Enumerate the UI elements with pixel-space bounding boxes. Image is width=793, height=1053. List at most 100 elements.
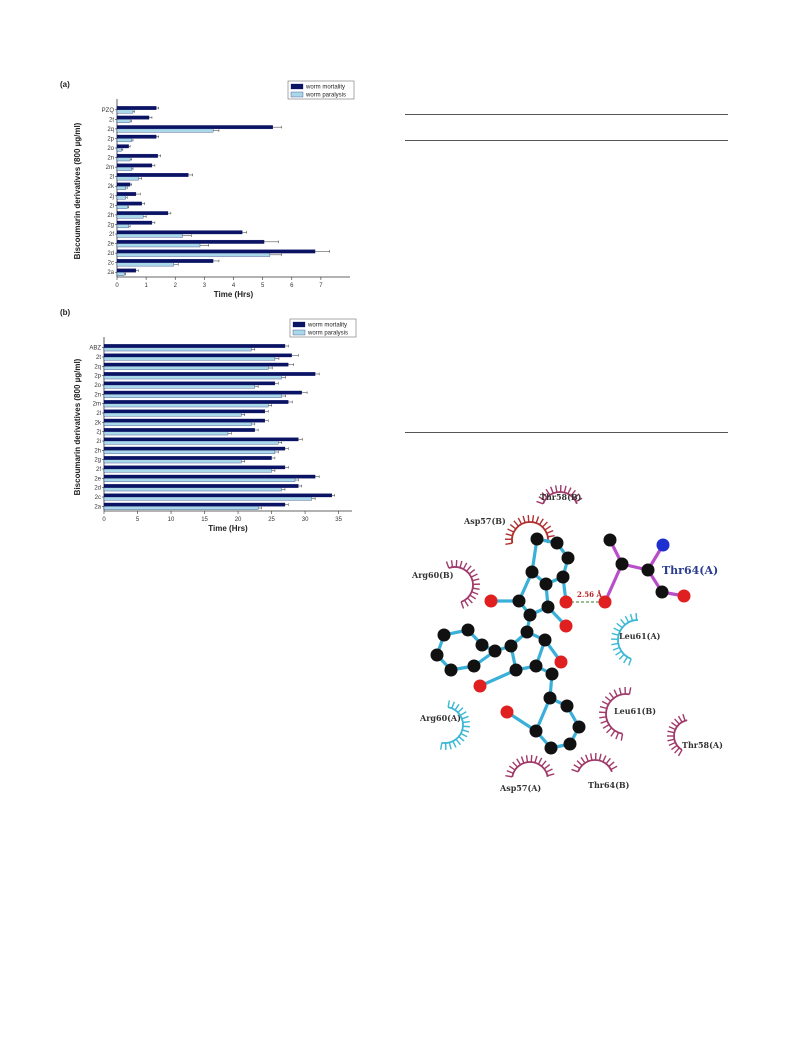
arc-spoke [618, 687, 622, 695]
y-tick-label: 2f [109, 232, 114, 238]
residue-label-thr64a: Thr64(A) [662, 564, 718, 577]
x-tick-label: 5 [136, 517, 140, 523]
docking-svg: Thr58(B) Asp57(B) Arg60(B) Thr64(A) Leu61(A)… [411, 484, 723, 793]
chart-a-svg: (a) PZQ 2t 2q 2p 2o 2n 2m 2l 2k 2j 2i 2h 2g 2f 2e 2d 2c 2a… [60, 80, 355, 299]
chart-b-svg: (b) ABZ 2t 2q 2p 2o 2n 2m 2l 2k 2j 2i 2h 2g 2f 2e 2d 2c 2a… [60, 308, 357, 533]
arc-spoke [573, 764, 581, 770]
bar [103, 493, 333, 498]
arc-spoke [620, 618, 626, 626]
residue-label-thr58a: Thr58(A) [682, 740, 723, 750]
y-tick-label: 2p [107, 136, 114, 142]
arc-spoke [458, 736, 465, 742]
y-tick-label: 2t [96, 355, 101, 361]
bar [103, 496, 312, 501]
legend-box [287, 80, 355, 100]
arc-spoke [677, 749, 683, 757]
bar [116, 182, 131, 187]
chart-panel-b: (b) ABZ 2t 2q 2p 2o 2n 2m 2l 2k 2j 2i 2h 2g 2f 2e 2d 2c 2a… [60, 303, 360, 543]
bar [103, 487, 282, 492]
arc-spoke [674, 718, 680, 725]
arc-spoke [682, 713, 686, 721]
panel-label: (a) [60, 80, 70, 89]
carbon-atom [641, 563, 655, 577]
y-tick-label: 2g [94, 458, 101, 464]
carbon-atom [538, 633, 552, 647]
bar [116, 128, 214, 133]
y-tick-label: 2n [107, 156, 114, 162]
carbon-atom [556, 570, 570, 584]
arc-spoke [674, 747, 680, 754]
carbon-atom [437, 628, 451, 642]
legend-swatch [292, 321, 306, 328]
arc-spoke [667, 738, 675, 742]
bar [103, 456, 272, 460]
thr64a-bond [603, 563, 624, 603]
bar [116, 243, 201, 248]
y-tick-label: 2m [106, 165, 114, 171]
arc-spoke [602, 755, 607, 763]
y-tick-label: 2d [107, 251, 114, 257]
legend-entry: worm paralysis [307, 331, 348, 337]
carbon-atom [560, 699, 574, 713]
panel-label: (b) [60, 308, 71, 317]
bar [103, 446, 286, 451]
arc-spoke [505, 542, 513, 546]
asp57a-arc [505, 755, 555, 778]
bar [116, 153, 158, 158]
arc-spoke [462, 562, 468, 570]
y-tick-label: 2k [95, 420, 102, 426]
arc-spoke [462, 729, 470, 733]
y-tick-label: 2a [94, 504, 101, 510]
y-tick-label: 2j [109, 194, 114, 200]
bar [116, 163, 153, 168]
arc-spoke [584, 754, 589, 762]
carbon-atom [550, 536, 564, 550]
y-tick-label: 2i [96, 439, 101, 445]
arc-spoke [469, 594, 477, 600]
arc-spoke [534, 755, 538, 763]
arc-spoke [628, 658, 632, 666]
bar [103, 428, 255, 432]
arc-spoke [512, 761, 518, 768]
y-tick-label: 2m [93, 402, 101, 408]
arc-spoke [668, 741, 676, 746]
bar [116, 224, 129, 229]
bar [116, 186, 126, 190]
bar [116, 214, 144, 219]
chart-panel-a: (a) PZQ 2t 2q 2p 2o 2n 2m 2l 2k 2j 2i 2h 2g 2f 2e 2d 2c 2a… [60, 75, 360, 305]
y-tick-label: 2p [94, 374, 101, 380]
bar [103, 347, 252, 352]
y-tick-label: 2t [109, 117, 114, 123]
arc-spoke [448, 742, 452, 750]
arc-spoke [470, 573, 478, 578]
arc-spoke [542, 521, 548, 528]
bar [116, 252, 271, 257]
arc-spoke [606, 727, 613, 734]
y-tick-label: PZQ [102, 108, 115, 114]
y-tick-label: 2h [94, 448, 101, 454]
carbon-atom [615, 557, 629, 571]
arg60b-arc [445, 560, 481, 609]
arc-spoke [506, 769, 514, 774]
carbon-atom [512, 594, 526, 608]
bar [103, 506, 259, 510]
arc-spoke [571, 768, 579, 773]
arc-spoke [547, 534, 555, 538]
thr64b-arc [571, 752, 618, 773]
x-tick-label: 20 [235, 517, 242, 523]
arc-spoke [545, 768, 553, 773]
arc-spoke [509, 524, 517, 530]
x-tick-label: 25 [268, 517, 275, 523]
bar [116, 195, 126, 200]
residue-arc [511, 761, 549, 778]
bar [116, 220, 153, 225]
arc-spoke [612, 646, 620, 651]
carbon-atom [544, 741, 558, 755]
arc-spoke [554, 485, 558, 493]
bar [103, 403, 269, 408]
x-tick-label: 30 [302, 517, 309, 523]
residue-label-arg60a: Arg60(A) [419, 713, 461, 723]
nitrogen-atom [656, 538, 670, 552]
y-tick-label: 2l [96, 411, 101, 417]
bar [116, 144, 129, 149]
